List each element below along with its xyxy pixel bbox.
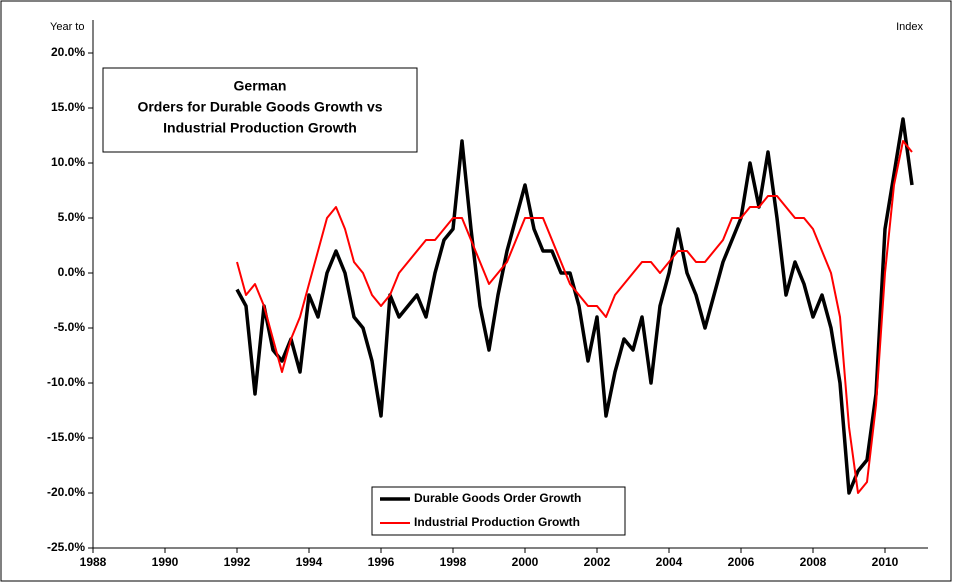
chart-title: Orders for Durable Goods Growth vs xyxy=(137,99,382,115)
y-tick-label: -10.0% xyxy=(47,375,85,389)
legend-label: Industrial Production Growth xyxy=(414,515,580,529)
x-tick-label: 1990 xyxy=(152,555,179,569)
x-tick-label: 1998 xyxy=(440,555,467,569)
y-tick-label: 5.0% xyxy=(58,210,86,224)
legend-box xyxy=(371,486,626,536)
chart-title: German xyxy=(234,78,287,94)
x-tick-label: 1992 xyxy=(224,555,251,569)
x-tick-label: 1994 xyxy=(296,555,323,569)
y-tick-label: -15.0% xyxy=(47,430,85,444)
x-tick-label: 2008 xyxy=(800,555,827,569)
y-tick-label: 20.0% xyxy=(51,45,85,59)
y-tick-label: -25.0% xyxy=(47,540,85,554)
series-line xyxy=(236,140,913,494)
legend-label: Durable Goods Order Growth xyxy=(414,491,581,505)
x-tick-label: 2002 xyxy=(584,555,611,569)
x-tick-label: 2010 xyxy=(872,555,899,569)
x-tick-label: 1988 xyxy=(80,555,107,569)
x-tick-label: 2006 xyxy=(728,555,755,569)
title-box xyxy=(102,67,418,153)
chart-title: Industrial Production Growth xyxy=(163,120,357,136)
y-tick-label: -5.0% xyxy=(54,320,86,334)
x-tick-label: 1996 xyxy=(368,555,395,569)
x-tick-label: 2004 xyxy=(656,555,683,569)
y-tick-label: 0.0% xyxy=(58,265,86,279)
y-axis-label: Year to xyxy=(50,21,84,33)
x-tick-label: 2000 xyxy=(512,555,539,569)
y-tick-label: 10.0% xyxy=(51,155,85,169)
y2-axis-label: Index xyxy=(896,21,923,33)
y-tick-label: -20.0% xyxy=(47,485,85,499)
y-tick-label: 15.0% xyxy=(51,100,85,114)
